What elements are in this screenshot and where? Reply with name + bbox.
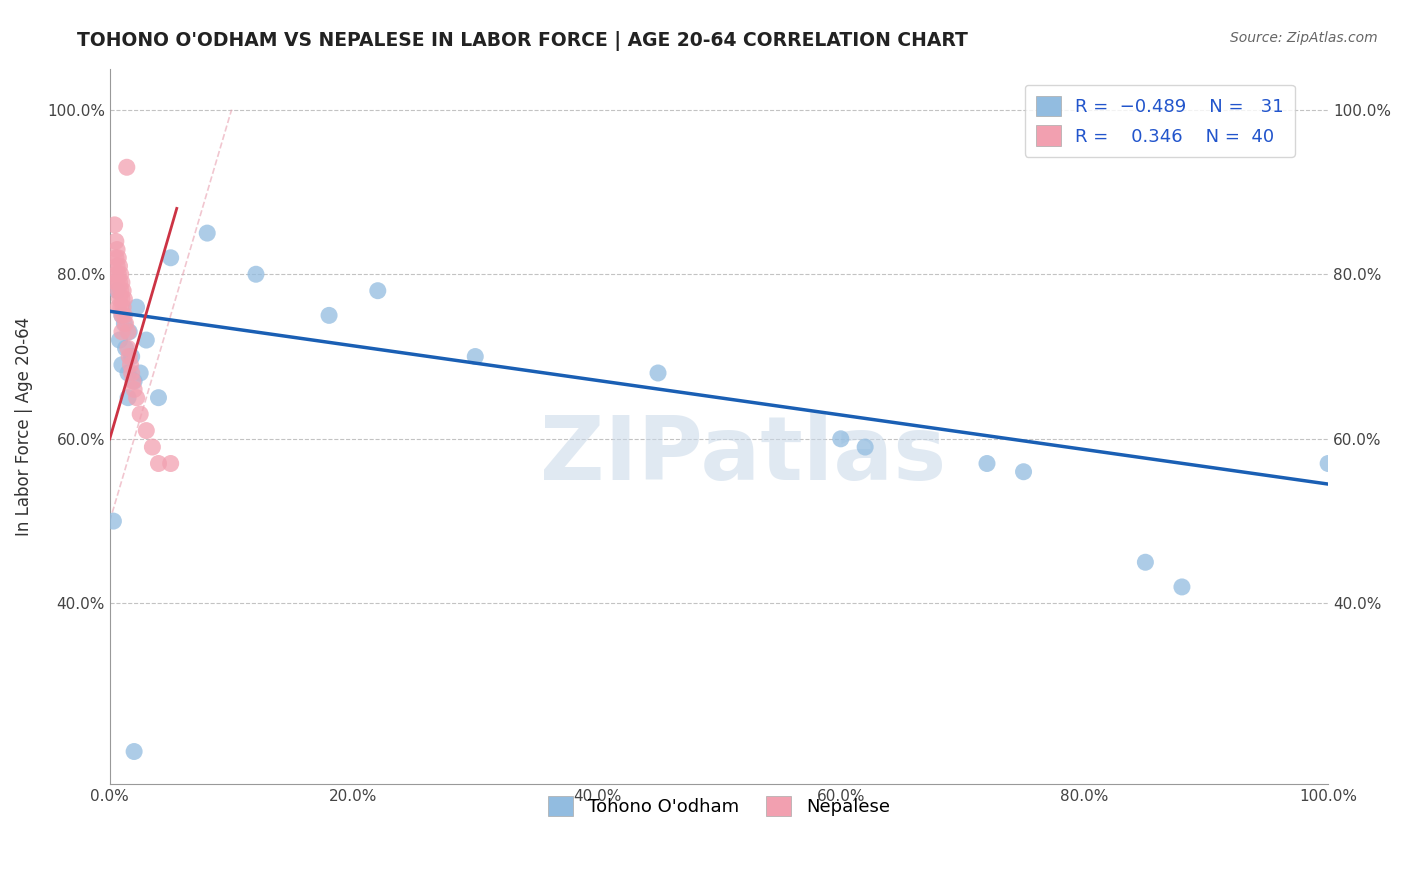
Point bbox=[118, 325, 141, 339]
Point bbox=[367, 284, 389, 298]
Point bbox=[830, 432, 852, 446]
Point bbox=[122, 383, 145, 397]
Point bbox=[107, 300, 129, 314]
Point bbox=[1171, 580, 1194, 594]
Point bbox=[318, 309, 340, 323]
Point bbox=[104, 235, 127, 249]
Point bbox=[112, 309, 135, 323]
Legend: Tohono O'odham, Nepalese: Tohono O'odham, Nepalese bbox=[538, 787, 898, 825]
Point bbox=[120, 358, 142, 372]
Point bbox=[114, 341, 136, 355]
Point bbox=[111, 309, 134, 323]
Point bbox=[117, 366, 139, 380]
Point bbox=[114, 317, 136, 331]
Point bbox=[108, 259, 131, 273]
Point bbox=[117, 391, 139, 405]
Point bbox=[1012, 465, 1035, 479]
Point bbox=[104, 251, 127, 265]
Point bbox=[245, 267, 267, 281]
Point bbox=[159, 457, 181, 471]
Point bbox=[121, 366, 143, 380]
Point bbox=[105, 259, 128, 273]
Point bbox=[105, 276, 128, 290]
Point bbox=[103, 514, 125, 528]
Point bbox=[104, 276, 127, 290]
Point bbox=[117, 325, 139, 339]
Point bbox=[125, 300, 148, 314]
Point bbox=[159, 251, 181, 265]
Point bbox=[117, 341, 139, 355]
Point bbox=[647, 366, 669, 380]
Point bbox=[121, 350, 143, 364]
Point bbox=[141, 440, 163, 454]
Point bbox=[108, 276, 131, 290]
Point bbox=[104, 218, 127, 232]
Point bbox=[105, 243, 128, 257]
Point bbox=[129, 366, 152, 380]
Point bbox=[122, 374, 145, 388]
Point bbox=[135, 333, 157, 347]
Point bbox=[112, 284, 135, 298]
Point bbox=[110, 284, 132, 298]
Point bbox=[108, 333, 131, 347]
Point bbox=[108, 292, 131, 306]
Text: Source: ZipAtlas.com: Source: ZipAtlas.com bbox=[1230, 31, 1378, 45]
Point bbox=[129, 407, 152, 421]
Point bbox=[464, 350, 486, 364]
Point bbox=[122, 745, 145, 759]
Point bbox=[135, 424, 157, 438]
Point bbox=[1317, 457, 1340, 471]
Point bbox=[107, 267, 129, 281]
Point bbox=[148, 391, 170, 405]
Point bbox=[148, 457, 170, 471]
Point bbox=[976, 457, 998, 471]
Point bbox=[111, 325, 134, 339]
Point bbox=[107, 251, 129, 265]
Point bbox=[110, 267, 132, 281]
Point bbox=[104, 267, 127, 281]
Point bbox=[107, 284, 129, 298]
Point bbox=[118, 350, 141, 364]
Point bbox=[115, 161, 138, 175]
Point bbox=[853, 440, 876, 454]
Point bbox=[111, 309, 134, 323]
Point bbox=[111, 358, 134, 372]
Point bbox=[112, 300, 135, 314]
Point bbox=[111, 292, 134, 306]
Point bbox=[195, 226, 218, 240]
Point bbox=[111, 276, 134, 290]
Point bbox=[105, 284, 128, 298]
Point bbox=[110, 300, 132, 314]
Point bbox=[1135, 555, 1157, 569]
Y-axis label: In Labor Force | Age 20-64: In Labor Force | Age 20-64 bbox=[15, 317, 32, 536]
Text: ZIPatlas: ZIPatlas bbox=[540, 411, 946, 499]
Text: TOHONO O'ODHAM VS NEPALESE IN LABOR FORCE | AGE 20-64 CORRELATION CHART: TOHONO O'ODHAM VS NEPALESE IN LABOR FORC… bbox=[77, 31, 969, 51]
Point bbox=[122, 374, 145, 388]
Point bbox=[112, 292, 135, 306]
Point bbox=[112, 317, 135, 331]
Point bbox=[125, 391, 148, 405]
